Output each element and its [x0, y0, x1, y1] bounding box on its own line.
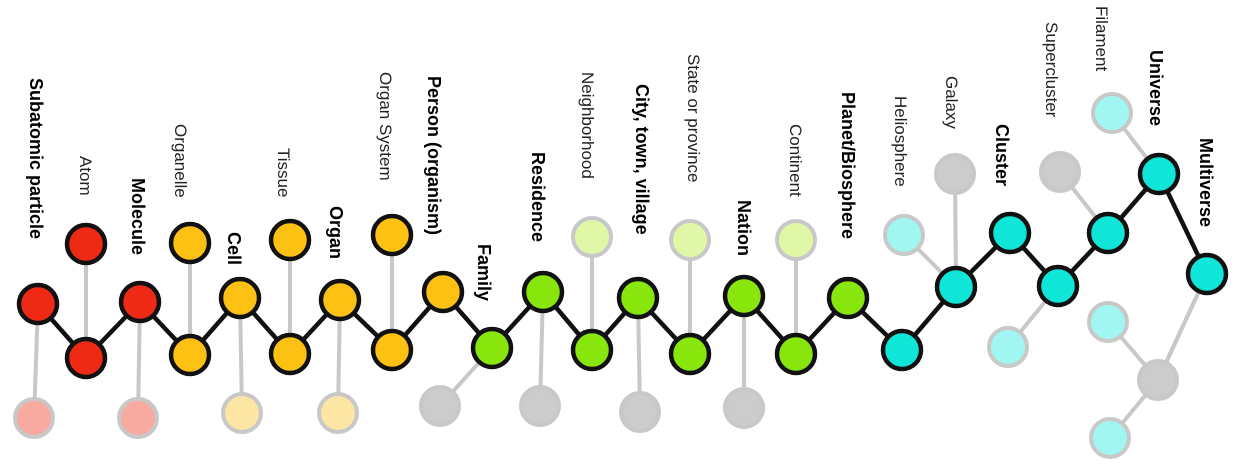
node-supercluster: [1039, 151, 1081, 193]
node-organ: [318, 278, 362, 322]
node-family: [470, 326, 514, 370]
node-faded-orange-2: [317, 392, 359, 434]
node-main-a: [64, 336, 108, 380]
node-cell: [218, 276, 262, 320]
node-faded-gray-2: [519, 385, 561, 427]
label-organelle: Organelle: [171, 124, 190, 198]
node-faded-cyan-1: [987, 326, 1029, 368]
node-main-e: [570, 328, 614, 372]
label-galaxy: Galaxy: [942, 76, 961, 129]
label-family: Family: [474, 244, 494, 301]
node-main-j: [1036, 264, 1080, 308]
label-universe: Universe: [1146, 50, 1166, 126]
node-residence: [521, 270, 565, 314]
label-molecule: Molecule: [128, 178, 148, 255]
label-tissue: Tissue: [274, 148, 293, 197]
label-filament: Filament: [1092, 6, 1111, 71]
label-continent: Continent: [786, 124, 805, 197]
label-subatomic-particle: Subatomic particle: [26, 78, 46, 239]
label-city: City, town, village: [632, 84, 652, 235]
node-atom: [64, 222, 108, 266]
node-faded-red-2: [117, 397, 159, 439]
node-universe: [1137, 152, 1181, 196]
node-galaxy: [934, 153, 976, 195]
label-nation: Nation: [734, 200, 754, 256]
node-cluster: [988, 211, 1032, 255]
node-faded-red-1: [13, 397, 55, 439]
node-organelle: [168, 221, 212, 265]
node-main-g: [774, 332, 818, 376]
node-nation: [722, 274, 766, 318]
node-faded-cyan-3: [1089, 417, 1131, 459]
node-molecule: [118, 280, 162, 324]
node-main-d: [370, 328, 414, 372]
node-faded-orange-1: [221, 392, 263, 434]
node-main-h: [880, 328, 924, 372]
node-main-b: [168, 333, 212, 377]
node-main-i: [934, 265, 978, 309]
label-cluster: Cluster: [992, 124, 1012, 186]
node-city: [616, 276, 660, 320]
node-multiverse: [1185, 252, 1229, 296]
label-residence: Residence: [528, 152, 548, 242]
node-tissue: [268, 218, 312, 262]
node-continent: [775, 219, 817, 261]
node-planet: [826, 276, 870, 320]
node-faded-gray-3: [619, 391, 661, 433]
node-main-c: [268, 332, 312, 376]
node-state: [669, 219, 711, 261]
label-supercluster: Supercluster: [1042, 22, 1061, 118]
label-neighborhood: Neighborhood: [578, 72, 597, 179]
label-cell: Cell: [224, 232, 244, 265]
node-organ-system: [370, 213, 414, 257]
node-neighborhood: [571, 216, 613, 258]
node-faded-cyan-2: [1087, 301, 1129, 343]
node-faded-gray-5: [1137, 359, 1179, 401]
node-heliosphere: [883, 214, 925, 256]
node-faded-gray-1: [419, 385, 461, 427]
label-organ-system: Organ System: [376, 72, 395, 181]
node-filament: [1091, 92, 1133, 134]
label-person: Person (organism): [424, 76, 444, 235]
label-heliosphere: Heliosphere: [891, 96, 910, 187]
label-atom: Atom: [76, 156, 95, 196]
node-main-f: [668, 332, 712, 376]
node-person: [421, 270, 465, 314]
node-faded-gray-4: [723, 387, 765, 429]
node-subatomic-particle: [16, 282, 60, 326]
node-main-k: [1086, 211, 1130, 255]
label-state: State or province: [684, 54, 703, 183]
label-planet: Planet/Biosphere: [838, 92, 858, 239]
label-multiverse: Multiverse: [1196, 138, 1216, 227]
label-organ: Organ: [326, 206, 346, 259]
